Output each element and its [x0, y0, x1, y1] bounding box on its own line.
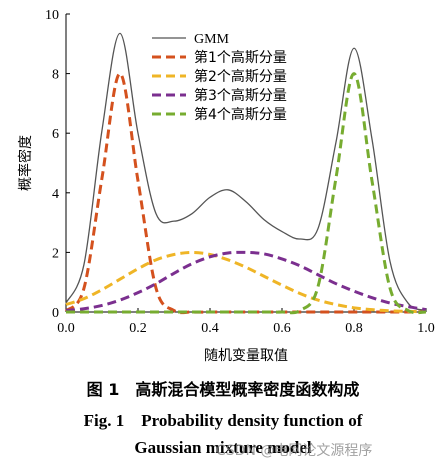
caption-english-line-2: Gaussian mixture model: [134, 438, 312, 457]
y-axis-label: 概率密度: [17, 135, 34, 191]
gmm-density-chart: 0.0 0.2 0.4 0.6 0.8 1.0 0 2 4 6 8 10 随机变量取值 概率密度 GMM 第1…: [17, 8, 435, 364]
caption-chinese: 图 1 高斯混合模型概率密度函数构成: [86, 380, 360, 399]
x-tick-label: 0.2: [129, 321, 147, 336]
y-tick-label: 10: [45, 8, 59, 23]
series-line-component-3: [65, 250, 427, 313]
x-axis-label: 随机变量取值: [204, 348, 288, 364]
legend-label-component-2: 第2个高斯分量: [194, 68, 287, 85]
series-line-component-4: [65, 72, 427, 315]
y-tick-label: 6: [52, 127, 59, 142]
y-tick-label: 4: [52, 187, 59, 202]
y-tick-label: 0: [52, 306, 59, 321]
x-tick-label: 0.4: [201, 321, 219, 336]
caption-english-line-1: Fig. 1 Probability density function of: [83, 411, 363, 430]
x-tick-label: 1.0: [417, 321, 435, 336]
x-tick-label: 0.8: [345, 321, 363, 336]
legend-label-component-3: 第3个高斯分量: [194, 87, 287, 104]
watermark-text: CSDN @电网论文源程序: [216, 443, 373, 459]
y-tick-label: 8: [52, 68, 59, 83]
legend-label-gmm: GMM: [194, 32, 230, 47]
legend-label-component-4: 第4个高斯分量: [194, 106, 287, 123]
series-line-component-2: [65, 250, 427, 314]
x-tick-label: 0.6: [273, 321, 291, 336]
series-line-gmm: [65, 32, 427, 312]
legend-label-component-1: 第1个高斯分量: [194, 49, 287, 66]
y-tick-label: 2: [52, 246, 59, 261]
x-tick-label: 0.0: [57, 321, 75, 336]
